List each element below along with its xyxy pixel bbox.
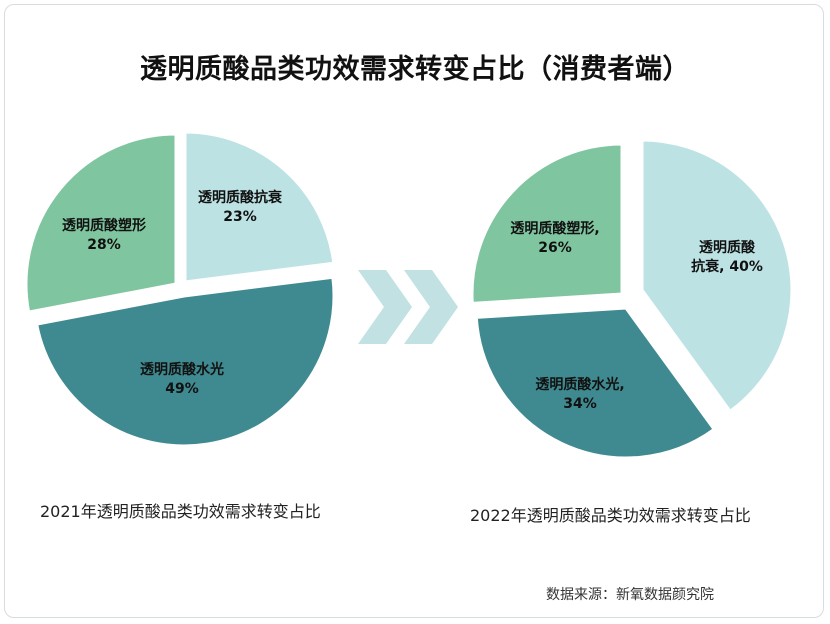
pie-slice [24, 132, 178, 314]
slice-label-line1: 透明质酸塑形, [510, 220, 599, 237]
slice-label-line2: 26% [538, 240, 572, 256]
slice-label-line1: 透明质酸水光, [535, 376, 624, 393]
chart-title: 透明质酸品类功效需求转变占比（消费者端） [140, 54, 690, 85]
pie-slice [470, 142, 624, 306]
slice-label: 透明质酸抗衰 23% [198, 189, 283, 225]
slice-label-line1: 透明质酸塑形 [62, 217, 146, 234]
pie-chart-2022: 透明质酸抗衰, 40% 透明质酸水光, 34% 透明质酸塑形, 26% [470, 138, 794, 460]
slice-label-line1: 透明质酸 [699, 239, 756, 256]
slice-label: 透明质酸抗衰, 40% [691, 239, 763, 275]
slice-label-line2: 23% [223, 209, 257, 225]
slice-label-line2: 49% [165, 381, 199, 397]
pie-slice [34, 275, 336, 448]
pie-slice [183, 130, 336, 284]
slice-label: 透明质酸水光, 34% [535, 376, 624, 412]
caption-2022: 2022年透明质酸品类功效需求转变占比 [470, 506, 751, 525]
pie-slice [474, 306, 717, 460]
slice-label: 透明质酸水光 49% [140, 361, 224, 397]
chevron-arrow-2 [404, 270, 458, 344]
slice-label: 透明质酸塑形 28% [62, 217, 146, 253]
slice-label-line2: 28% [87, 237, 121, 253]
pie-chart-2021: 透明质酸抗衰 23% 透明质酸水光 49% 透明质酸塑形 28% [24, 130, 336, 448]
pie-slice [640, 138, 794, 414]
slice-label-line2: 34% [563, 396, 597, 412]
slice-label-line1: 透明质酸水光 [140, 361, 224, 378]
transition-arrows [358, 270, 458, 344]
slice-label-line2: 抗衰, 40% [691, 258, 763, 275]
data-source: 数据来源：新氧数据颜究院 [546, 587, 714, 603]
slice-label: 透明质酸塑形, 26% [510, 220, 599, 256]
caption-2021: 2021年透明质酸品类功效需求转变占比 [40, 502, 321, 521]
chevron-arrow-1 [358, 270, 412, 344]
slice-label-line1: 透明质酸抗衰 [198, 189, 283, 206]
